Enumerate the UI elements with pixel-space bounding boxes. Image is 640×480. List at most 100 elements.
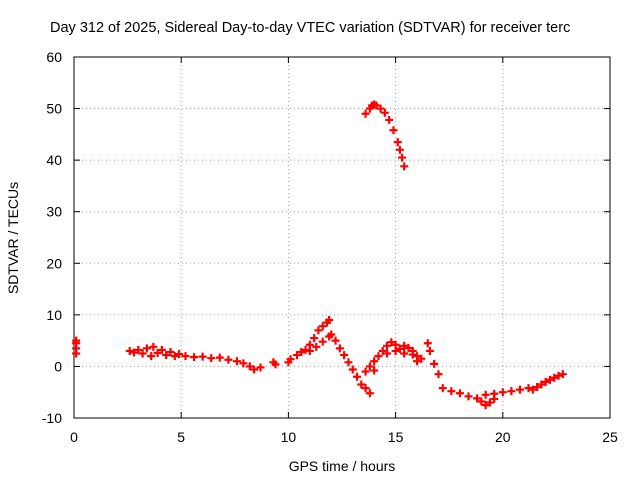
data-point (147, 352, 156, 361)
data-point (361, 384, 370, 393)
data-point (286, 355, 295, 364)
data-point (374, 352, 383, 361)
y-tick-label: 20 (46, 255, 62, 271)
axis-tick-labels: 0 5 10 15 20 25 -10 0 10 20 30 40 50 60 (42, 49, 618, 445)
data-point (545, 375, 554, 384)
data-point (400, 349, 409, 358)
y-tick-label: 10 (46, 307, 62, 323)
data-point (477, 397, 486, 406)
data-point (335, 344, 344, 353)
x-tick-label: 15 (388, 429, 404, 445)
data-point (438, 384, 447, 393)
data-point (473, 394, 482, 403)
x-tick-label: 5 (177, 429, 185, 445)
data-point (481, 401, 490, 410)
data-point (395, 145, 404, 154)
data-point (400, 162, 409, 171)
x-tick-label: 0 (70, 429, 78, 445)
data-point (256, 363, 265, 372)
data-point (380, 108, 389, 117)
data-point (385, 115, 394, 124)
x-tick-label: 10 (281, 429, 297, 445)
data-point (507, 387, 516, 396)
data-point (434, 370, 443, 379)
data-point (408, 350, 417, 359)
x-tick-label: 25 (602, 429, 618, 445)
data-point (361, 109, 370, 118)
data-point (370, 366, 379, 375)
data-point (383, 341, 392, 350)
data-point (372, 101, 381, 110)
data-point (558, 370, 567, 379)
chart-title: Day 312 of 2025, Sidereal Day-to-day VTE… (50, 20, 570, 36)
data-point (312, 342, 321, 351)
data-point (138, 349, 147, 358)
data-point (348, 365, 357, 374)
data-point (271, 360, 280, 369)
data-point (314, 326, 323, 335)
data-point (207, 354, 216, 363)
data-point (170, 352, 179, 361)
data-point (344, 358, 353, 367)
data-point (340, 351, 349, 360)
data-point (378, 346, 387, 355)
data-point (305, 346, 314, 355)
data-point (190, 353, 199, 362)
data-point (198, 352, 207, 361)
y-tick-label: 30 (46, 204, 62, 220)
data-point (391, 346, 400, 355)
data-point (464, 392, 473, 401)
y-tick-label: 50 (46, 101, 62, 117)
x-tick-label: 20 (495, 429, 511, 445)
data-point (498, 388, 507, 397)
data-point (400, 341, 409, 350)
data-point (537, 380, 546, 389)
data-point (134, 345, 143, 354)
data-point (357, 380, 366, 389)
data-point (310, 334, 319, 343)
data-point (447, 387, 456, 396)
data-point (72, 336, 81, 345)
data-point (370, 357, 379, 366)
data-point (331, 336, 340, 345)
data-point (181, 352, 190, 361)
data-point (175, 350, 184, 359)
data-point (387, 338, 396, 347)
data-point (153, 349, 162, 358)
data-point (417, 354, 426, 363)
data-point (389, 126, 398, 135)
data-point (365, 389, 374, 398)
data-point (215, 353, 224, 362)
data-point (383, 349, 392, 358)
data-point (292, 351, 301, 360)
data-point (524, 384, 533, 393)
data-point (232, 357, 241, 366)
y-tick-label: -10 (42, 410, 62, 426)
y-tick-label: 60 (46, 49, 62, 65)
data-points (72, 100, 567, 410)
data-point (318, 337, 327, 346)
data-point (413, 357, 422, 366)
data-point (149, 342, 158, 351)
data-point (425, 346, 434, 355)
data-point (166, 347, 175, 356)
data-point (365, 362, 374, 371)
data-point (162, 351, 171, 360)
data-point (353, 372, 362, 381)
data-point (327, 330, 336, 339)
data-point (404, 343, 413, 352)
y-tick-label: 0 (54, 358, 62, 374)
data-point (554, 371, 563, 380)
data-point (318, 322, 327, 331)
data-point (423, 339, 432, 348)
data-point (430, 359, 439, 368)
grid-lines (74, 57, 610, 418)
plot-frame (73, 56, 611, 419)
data-point (455, 389, 464, 398)
data-point (395, 344, 404, 353)
y-axis-label: SDTVAR / TECUs (5, 182, 21, 294)
data-point (239, 359, 248, 368)
data-point (325, 316, 334, 325)
axis-ticks (73, 56, 611, 419)
data-point (490, 389, 499, 398)
